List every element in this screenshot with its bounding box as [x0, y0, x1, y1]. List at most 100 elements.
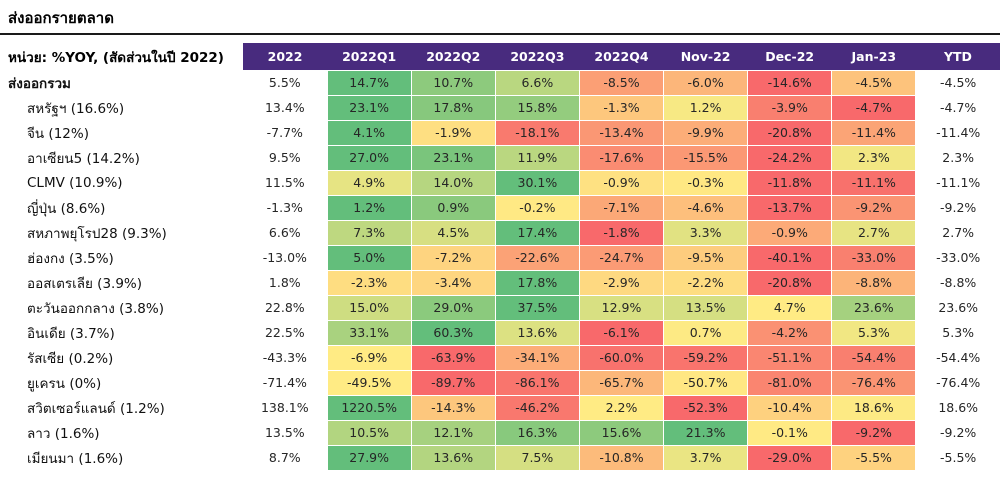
column-header-2022: 2022 — [243, 43, 328, 70]
value-cell: -13.0% — [243, 245, 328, 270]
value-cell: 23.6% — [915, 295, 1000, 320]
row-label: สวิตเซอร์แลนด์ (1.2%) — [0, 395, 243, 420]
value-cell: -1.3% — [243, 195, 328, 220]
heatmap-cell: -0.9% — [747, 219, 833, 246]
unit-label: หน่วย: %YOY, (สัดส่วนในปี 2022) — [0, 43, 243, 70]
heatmap-cell: 7.5% — [494, 444, 580, 471]
heatmap-cell: 0.7% — [663, 319, 749, 346]
heatmap-cell: -0.1% — [747, 419, 833, 446]
table-row: ตะวันออกกลาง (3.8%) 22.8% 15.0% 29.0% 37.5% 1… — [0, 294, 1000, 321]
heatmap-cell: -14.3% — [410, 394, 496, 421]
value-cell: 13.4% — [243, 95, 328, 120]
table-row: สหรัฐฯ (16.6%) 13.4% 23.1% 17.8% 15.8% -1.3% 1… — [0, 94, 1000, 121]
heatmap-cell: 14.0% — [410, 169, 496, 196]
row-label: CLMV (10.9%) — [0, 170, 243, 195]
column-header-YTD: YTD — [915, 43, 1000, 70]
heatmap-cell: 5.0% — [326, 244, 412, 271]
export-markets-heatmap-table: หน่วย: %YOY, (สัดส่วนในปี 2022) 2022 2022… — [0, 43, 1000, 471]
heatmap-cell: 27.9% — [326, 444, 412, 471]
heatmap-cell: -22.6% — [494, 244, 580, 271]
table-body: ส่งออกรวม 5.5% 14.7% 10.7% 6.6% -8.5% -6.0% -14… — [0, 69, 1000, 471]
heatmap-cell: 1.2% — [663, 94, 749, 121]
table-header: หน่วย: %YOY, (สัดส่วนในปี 2022) 2022 2022… — [0, 43, 1000, 70]
heatmap-cell: -15.5% — [663, 144, 749, 171]
table-row: CLMV (10.9%) 11.5% 4.9% 14.0% 30.1% -0.9% -0.3… — [0, 169, 1000, 196]
value-cell: 9.5% — [243, 145, 328, 170]
heatmap-cell: 17.4% — [494, 219, 580, 246]
heatmap-cell: 15.6% — [578, 419, 665, 446]
heatmap-cell: -33.0% — [831, 244, 917, 271]
heatmap-cell: -4.2% — [747, 319, 833, 346]
column-header-Jan-23: Jan-23 — [831, 43, 916, 70]
table-row: ลาว (1.6%) 13.5% 10.5% 12.1% 16.3% 15.6% 21.3%… — [0, 419, 1000, 446]
row-label: อินเดีย (3.7%) — [0, 320, 243, 345]
value-cell: 138.1% — [243, 395, 328, 420]
heatmap-cell: -0.2% — [494, 194, 580, 221]
value-cell: 2.3% — [915, 145, 1000, 170]
row-label: จีน (12%) — [0, 120, 243, 145]
table-row: อาเซียน5 (14.2%) 9.5% 27.0% 23.1% 11.9% -17.6… — [0, 144, 1000, 171]
heatmap-cell: 15.8% — [494, 94, 580, 121]
heatmap-cell: 10.5% — [326, 419, 412, 446]
heatmap-cell: -4.5% — [831, 69, 917, 96]
heatmap-cell: -2.9% — [578, 269, 665, 296]
value-cell: -33.0% — [915, 245, 1000, 270]
heatmap-cell: -29.0% — [747, 444, 833, 471]
heatmap-cell: 7.3% — [326, 219, 412, 246]
table-row: สหภาพยุโรป28 (9.3%) 6.6% 7.3% 4.5% 17.4% -1.8… — [0, 219, 1000, 246]
heatmap-cell: -24.7% — [578, 244, 665, 271]
heatmap-cell: -46.2% — [494, 394, 580, 421]
heatmap-cell: -54.4% — [831, 344, 917, 371]
heatmap-cell: 13.6% — [494, 319, 580, 346]
row-label: ตะวันออกกลาง (3.8%) — [0, 295, 243, 320]
heatmap-cell: -17.6% — [578, 144, 665, 171]
row-label: อาเซียน5 (14.2%) — [0, 145, 243, 170]
row-label: สหรัฐฯ (16.6%) — [0, 95, 243, 120]
table-row: ยูเครน (0%) -71.4% -49.5% -89.7% -86.1% -65.7… — [0, 369, 1000, 396]
value-cell: 18.6% — [915, 395, 1000, 420]
heatmap-cell: -9.5% — [663, 244, 749, 271]
heatmap-cell: -11.8% — [747, 169, 833, 196]
table-row: จีน (12%) -7.7% 4.1% -1.9% -18.1% -13.4% -9.9%… — [0, 119, 1000, 146]
value-cell: 8.7% — [243, 445, 328, 470]
heatmap-cell: 13.6% — [410, 444, 496, 471]
value-cell: -8.8% — [915, 270, 1000, 295]
heatmap-cell: 17.8% — [410, 94, 496, 121]
table-row: รัสเซีย (0.2%) -43.3% -6.9% -63.9% -34.1% -60… — [0, 344, 1000, 371]
value-cell: -9.2% — [915, 420, 1000, 445]
heatmap-cell: -5.5% — [831, 444, 917, 471]
value-cell: -9.2% — [915, 195, 1000, 220]
heatmap-cell: 14.7% — [326, 69, 412, 96]
heatmap-cell: -4.6% — [663, 194, 749, 221]
row-label: ญี่ปุ่น (8.6%) — [0, 195, 243, 220]
heatmap-cell: -2.3% — [326, 269, 412, 296]
heatmap-cell: -76.4% — [831, 369, 917, 396]
table-row: สวิตเซอร์แลนด์ (1.2%) 138.1% 1220.5% -14.3%… — [0, 394, 1000, 421]
heatmap-cell: -86.1% — [494, 369, 580, 396]
heatmap-cell: 11.9% — [494, 144, 580, 171]
value-cell: 22.8% — [243, 295, 328, 320]
heatmap-cell: -13.4% — [578, 119, 665, 146]
heatmap-cell: -10.4% — [747, 394, 833, 421]
row-label: ออสเตรเลีย (3.9%) — [0, 270, 243, 295]
heatmap-cell: -81.0% — [747, 369, 833, 396]
row-label: เมียนมา (1.6%) — [0, 445, 243, 470]
value-cell: 11.5% — [243, 170, 328, 195]
heatmap-cell: -34.1% — [494, 344, 580, 371]
heatmap-cell: -18.1% — [494, 119, 580, 146]
heatmap-cell: -89.7% — [410, 369, 496, 396]
heatmap-cell: -11.4% — [831, 119, 917, 146]
heatmap-cell: 23.1% — [326, 94, 412, 121]
heatmap-cell: 4.7% — [747, 294, 833, 321]
table-row: อินเดีย (3.7%) 22.5% 33.1% 60.3% 13.6% -6.1% 0… — [0, 319, 1000, 346]
heatmap-cell: 23.6% — [831, 294, 917, 321]
page-title: ส่งออกรายตลาด — [8, 9, 114, 27]
table-row: เมียนมา (1.6%) 8.7% 27.9% 13.6% 7.5% -10.8% 3.… — [0, 444, 1000, 471]
heatmap-cell: -59.2% — [663, 344, 749, 371]
heatmap-cell: -10.8% — [578, 444, 665, 471]
heatmap-cell: 3.7% — [663, 444, 749, 471]
heatmap-cell: 30.1% — [494, 169, 580, 196]
heatmap-cell: 12.1% — [410, 419, 496, 446]
heatmap-cell: -11.1% — [831, 169, 917, 196]
value-cell: -43.3% — [243, 345, 328, 370]
